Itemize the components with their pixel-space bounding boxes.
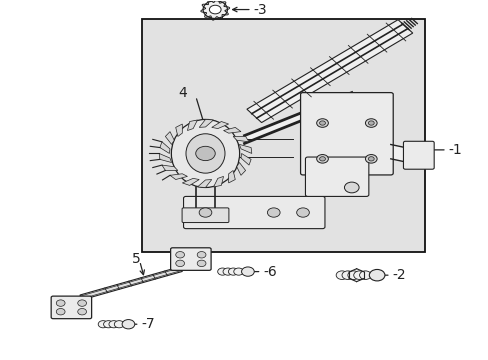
Polygon shape [239,144,251,153]
Circle shape [359,271,370,279]
Text: -6: -6 [263,265,276,279]
Polygon shape [244,93,351,143]
Circle shape [267,208,280,217]
Circle shape [78,309,86,315]
FancyBboxPatch shape [300,93,392,175]
Circle shape [365,119,376,127]
Circle shape [217,268,227,275]
Circle shape [203,1,227,18]
Circle shape [316,119,328,127]
Circle shape [109,321,119,328]
Circle shape [319,157,325,161]
Polygon shape [246,20,412,122]
Text: -7: -7 [141,317,154,331]
FancyBboxPatch shape [170,248,211,270]
Circle shape [228,268,238,275]
Circle shape [368,269,384,281]
Circle shape [341,271,353,279]
Text: -3: -3 [253,3,266,17]
Polygon shape [211,122,228,129]
Circle shape [344,182,358,193]
FancyBboxPatch shape [403,141,433,169]
FancyBboxPatch shape [305,157,368,197]
Polygon shape [390,144,424,166]
Polygon shape [159,153,171,162]
Circle shape [114,321,124,328]
Circle shape [367,121,373,125]
Circle shape [98,321,108,328]
Polygon shape [160,142,170,153]
Polygon shape [187,120,197,131]
Polygon shape [175,124,182,136]
Circle shape [353,271,365,279]
Circle shape [347,271,359,279]
FancyBboxPatch shape [182,208,228,222]
Polygon shape [223,127,241,133]
Circle shape [175,252,184,258]
Text: 5: 5 [132,252,141,266]
Circle shape [195,146,215,161]
Polygon shape [170,174,187,180]
Ellipse shape [185,134,224,173]
Circle shape [296,208,309,217]
Circle shape [316,154,328,163]
Polygon shape [165,132,174,144]
Circle shape [233,268,243,275]
Polygon shape [233,136,248,142]
Text: 4: 4 [178,86,187,100]
Circle shape [197,260,205,267]
Polygon shape [81,268,182,299]
Circle shape [175,260,184,267]
Bar [142,19,424,252]
Polygon shape [182,178,199,185]
Polygon shape [197,180,211,188]
Polygon shape [199,120,213,127]
Circle shape [367,157,373,161]
FancyBboxPatch shape [183,197,325,229]
Polygon shape [228,171,235,183]
Circle shape [365,154,376,163]
Circle shape [122,320,135,329]
Polygon shape [236,162,245,175]
Circle shape [223,268,232,275]
Circle shape [209,5,221,14]
Circle shape [319,121,325,125]
Polygon shape [213,176,223,187]
Circle shape [197,252,205,258]
Polygon shape [162,165,178,171]
Text: -2: -2 [391,268,405,282]
Ellipse shape [171,120,239,188]
Circle shape [103,321,113,328]
Circle shape [241,267,254,276]
Circle shape [56,300,65,306]
FancyBboxPatch shape [51,296,91,319]
Circle shape [56,309,65,315]
Text: -1: -1 [447,143,461,157]
Circle shape [199,208,211,217]
Circle shape [78,300,86,306]
Polygon shape [241,153,251,165]
Polygon shape [80,267,182,300]
Circle shape [335,271,347,279]
